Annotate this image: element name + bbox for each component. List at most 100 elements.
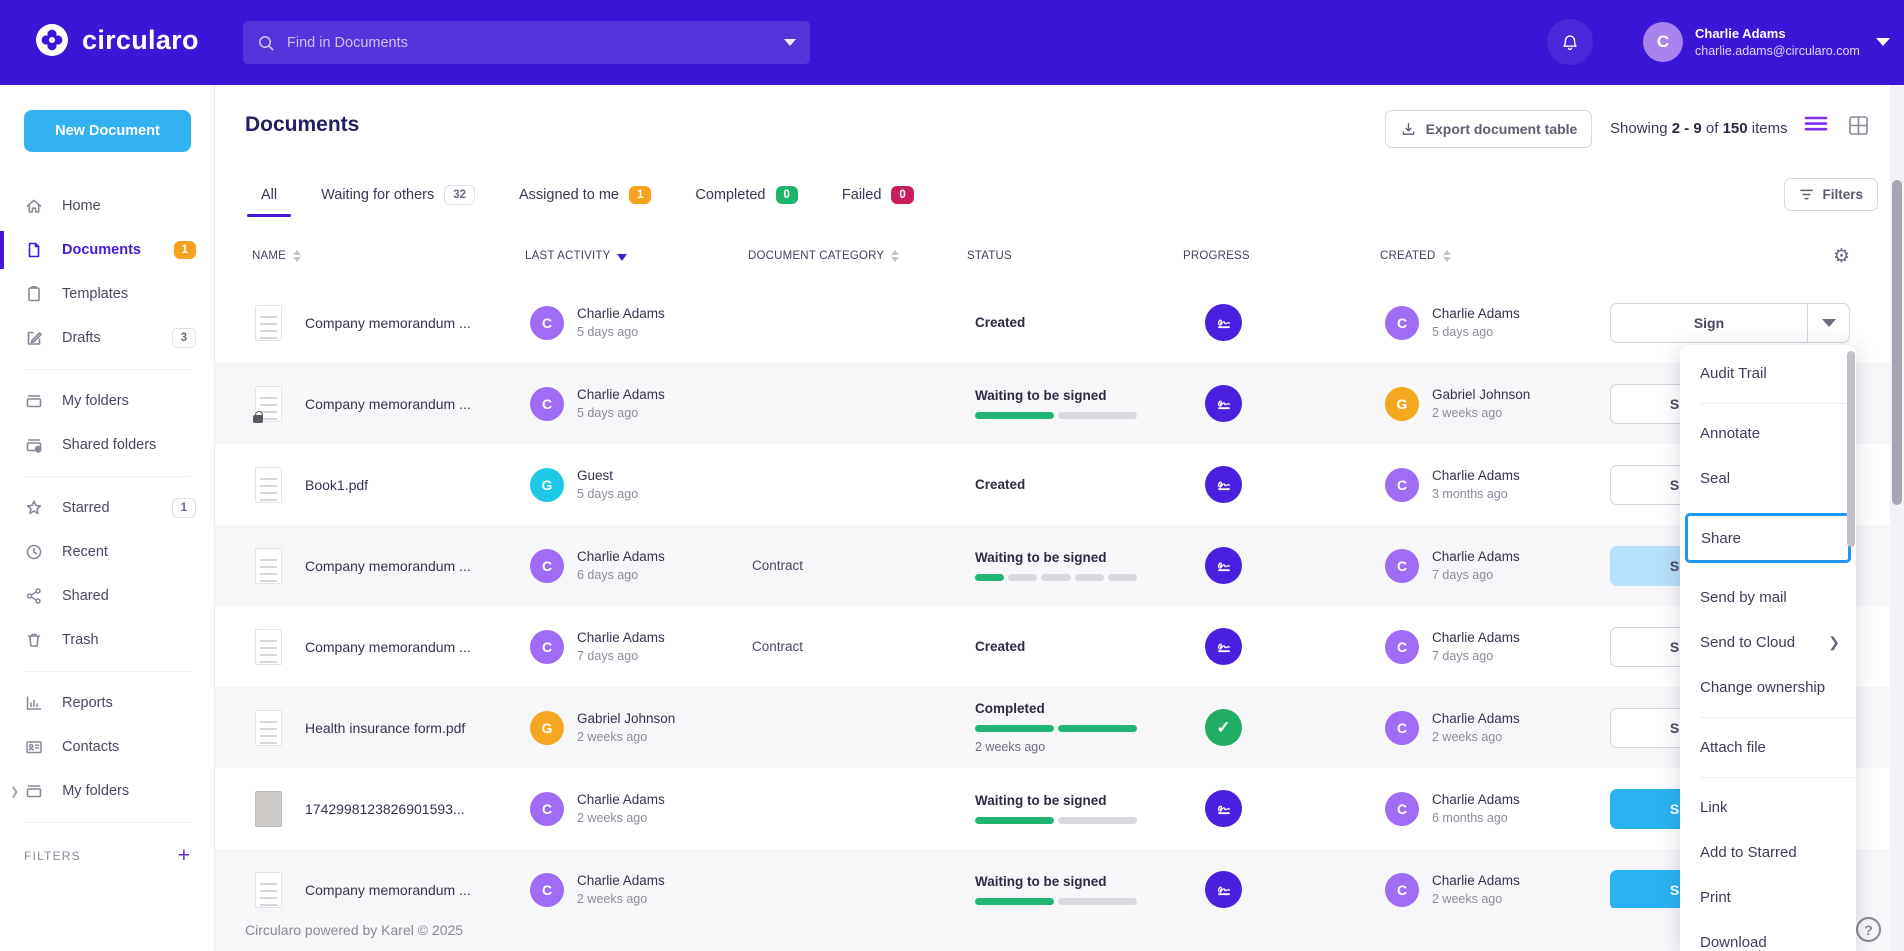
table-row[interactable]: 1742998123826901593... C Charlie Adams 2…	[215, 768, 1890, 849]
last-activity-cell: C Charlie Adams 5 days ago	[530, 363, 740, 444]
progress-indicator[interactable]	[1205, 547, 1242, 584]
document-name[interactable]: Company memorandum ...	[305, 314, 471, 331]
menu-item-download[interactable]: Download	[1700, 934, 1767, 951]
sidebar-item-documents[interactable]: Documents 1	[0, 228, 214, 272]
document-preview-icon	[255, 871, 282, 908]
help-button[interactable]: ?	[1856, 917, 1881, 942]
document-name[interactable]: Company memorandum ...	[305, 638, 471, 655]
sort-desc-icon[interactable]	[617, 254, 628, 261]
bell-icon	[1559, 31, 1581, 53]
grid-view-toggle[interactable]	[1845, 112, 1871, 138]
status-cell: Waiting to be signed	[975, 768, 1145, 849]
progress-bar	[975, 898, 1137, 905]
menu-item-annotate[interactable]: Annotate	[1700, 425, 1761, 442]
user-menu[interactable]: C Charlie Adams charlie.adams@circularo.…	[1643, 22, 1890, 62]
sort-icon[interactable]	[891, 250, 900, 262]
document-thumbnail	[255, 444, 289, 525]
sidebar-item-my-folders-tree[interactable]: ❯ My folders	[0, 769, 214, 813]
progress-indicator[interactable]	[1205, 790, 1242, 827]
column-header-progress[interactable]: PROGRESS	[1183, 250, 1250, 262]
sidebar-item-my-folders[interactable]: My folders	[0, 379, 214, 423]
search-scope-dropdown-icon[interactable]	[784, 39, 796, 46]
lock-icon	[253, 410, 263, 423]
export-document-table-button[interactable]: Export document table	[1385, 110, 1592, 148]
progress-indicator[interactable]	[1205, 385, 1242, 422]
new-document-button[interactable]: New Document	[24, 110, 191, 152]
menu-item-add-to-starred[interactable]: Add to Starred	[1700, 844, 1797, 861]
menu-item-change-ownership[interactable]: Change ownership	[1700, 679, 1826, 696]
column-header-name[interactable]: NAME	[252, 250, 302, 262]
chevron-right-icon[interactable]: ❯	[10, 785, 20, 798]
table-row[interactable]: Company memorandum ... C Charlie Adams 7…	[215, 606, 1890, 687]
menu-item-audit-trail[interactable]: Audit Trail	[1700, 365, 1767, 382]
sort-icon[interactable]	[1442, 250, 1451, 262]
sidebar-item-home[interactable]: Home	[0, 184, 214, 228]
document-thumbnail	[255, 282, 289, 363]
progress-indicator[interactable]	[1205, 466, 1242, 503]
column-header-status[interactable]: STATUS	[967, 250, 1012, 262]
menu-item-print[interactable]: Print	[1700, 889, 1731, 906]
sign-dropdown-toggle[interactable]	[1807, 303, 1849, 342]
tab-completed[interactable]: Completed 0	[695, 173, 798, 217]
table-row[interactable]: Company memorandum ... C Charlie Adams 5…	[215, 363, 1890, 444]
table-row[interactable]: Book1.pdf G Guest 5 days ago Created C C…	[215, 444, 1890, 525]
filters-button[interactable]: Filters	[1784, 178, 1878, 211]
tab-failed[interactable]: Failed 0	[842, 173, 914, 217]
tab-assigned-to-me[interactable]: Assigned to me 1	[519, 173, 652, 217]
sidebar-item-trash[interactable]: Trash	[0, 618, 214, 662]
sidebar-item-shared[interactable]: Shared	[0, 574, 214, 618]
sidebar-item-drafts[interactable]: Drafts 3	[0, 316, 214, 360]
column-header-last-activity[interactable]: LAST ACTIVITY	[525, 250, 628, 262]
document-name[interactable]: Company memorandum ...	[305, 395, 471, 412]
add-filter-button[interactable]: +	[177, 844, 190, 867]
circularo-logo[interactable]: circularo	[34, 22, 199, 58]
sign-button[interactable]: Sign	[1610, 302, 1850, 343]
filters-button-label: Filters	[1822, 187, 1863, 202]
progress-indicator[interactable]	[1205, 871, 1242, 908]
search-input[interactable]	[287, 34, 776, 51]
sort-icon[interactable]	[293, 250, 302, 262]
user-menu-caret-icon[interactable]	[1875, 38, 1890, 46]
sidebar-item-starred[interactable]: Starred 1	[0, 486, 214, 530]
document-name[interactable]: 1742998123826901593...	[305, 800, 465, 817]
document-name[interactable]: Health insurance form.pdf	[305, 719, 466, 736]
menu-item-send-to-cloud[interactable]: Send to Cloud ❯	[1680, 620, 1856, 665]
table-row[interactable]: Health insurance form.pdf G Gabriel John…	[215, 687, 1890, 768]
status-cell: Created	[975, 282, 1145, 363]
global-search[interactable]	[243, 21, 810, 64]
sidebar-item-templates[interactable]: Templates	[0, 272, 214, 316]
page-scrollbar[interactable]	[1890, 85, 1904, 951]
progress-bar-segment	[975, 898, 1054, 905]
column-header-created[interactable]: CREATED	[1380, 250, 1451, 262]
tab-waiting-for-others[interactable]: Waiting for others 32	[321, 173, 476, 217]
sidebar-item-shared-folders[interactable]: Shared folders	[0, 423, 214, 467]
sidebar-item-reports[interactable]: Reports	[0, 681, 214, 725]
table-header: NAME LAST ACTIVITY DOCUMENT CATEGORY STA…	[215, 237, 1890, 279]
progress-indicator[interactable]	[1205, 628, 1242, 665]
table-row[interactable]: Company memorandum ... C Charlie Adams 6…	[215, 525, 1890, 606]
document-name[interactable]: Company memorandum ...	[305, 557, 471, 574]
activity-time: 7 days ago	[577, 649, 639, 663]
menu-scrollbar-thumb[interactable]	[1847, 351, 1855, 547]
page-scrollbar-thumb[interactable]	[1892, 180, 1902, 505]
list-view-toggle[interactable]	[1803, 112, 1829, 138]
menu-item-share[interactable]: Share	[1685, 513, 1851, 563]
menu-item-send-by-mail[interactable]: Send by mail	[1700, 589, 1787, 606]
document-name[interactable]: Company memorandum ...	[305, 881, 471, 898]
table-row[interactable]: Company memorandum ... C Charlie Adams 5…	[215, 282, 1890, 363]
sidebar-item-recent[interactable]: Recent	[0, 530, 214, 574]
notifications-button[interactable]	[1547, 19, 1593, 65]
progress-indicator[interactable]	[1205, 304, 1242, 341]
table-settings-gear-icon[interactable]: ⚙	[1833, 246, 1851, 267]
menu-item-attach-file[interactable]: Attach file	[1700, 739, 1766, 756]
progress-bar-segment	[1058, 412, 1137, 419]
tab-all[interactable]: All	[246, 173, 292, 217]
progress-indicator[interactable]: ✓	[1205, 709, 1242, 746]
menu-item-link[interactable]: Link	[1700, 799, 1728, 816]
avatar: G	[530, 710, 564, 745]
document-name[interactable]: Book1.pdf	[305, 476, 369, 493]
menu-item-seal[interactable]: Seal	[1700, 470, 1731, 487]
sidebar-item-contacts[interactable]: Contacts	[0, 725, 214, 769]
created-time: 7 days ago	[1432, 649, 1494, 663]
column-header-document-category[interactable]: DOCUMENT CATEGORY	[748, 250, 900, 262]
